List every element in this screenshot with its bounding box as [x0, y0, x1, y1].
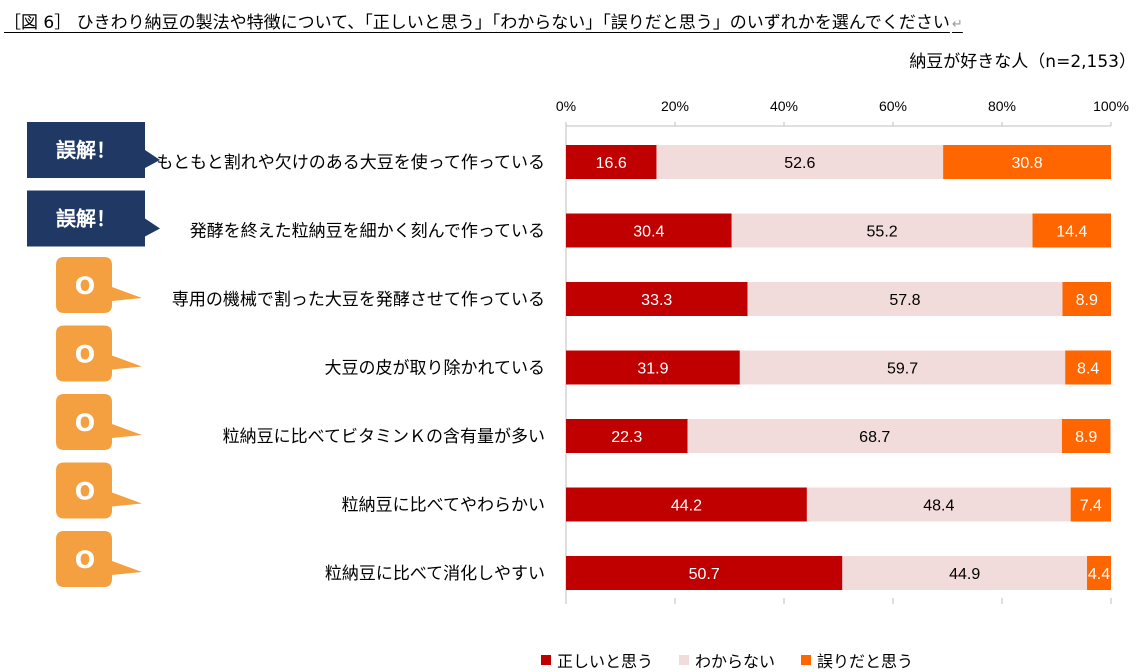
correct-badge-label: O [75, 272, 95, 300]
bar-segment-wrong [1062, 282, 1111, 316]
stacked-bar-chart: 0% 20% 40% 60% 80% 100% もともと割れや欠けのある大豆を使って作ってい… [27, 98, 1129, 604]
data-label: 4.4 [1088, 566, 1110, 583]
legend-label: わからない [695, 652, 776, 671]
bar-segment-unknown [656, 145, 944, 179]
data-label: 8.4 [1077, 361, 1099, 378]
bar-segment-unknown [731, 213, 1033, 248]
data-label: 55.2 [867, 224, 898, 241]
data-label: 52.6 [784, 155, 815, 172]
bar-segment-wrong [1032, 213, 1111, 248]
bar-segment-unknown [806, 487, 1071, 522]
data-label: 8.9 [1076, 292, 1098, 309]
correct-badge-label: O [75, 546, 95, 574]
category-label: 発酵を終えた粒納豆を細かく刻んで作っている [190, 222, 545, 242]
misconception-badge [27, 190, 160, 247]
correct-badge [56, 325, 142, 382]
legend-swatch [541, 655, 551, 665]
bar-segment-correct [566, 213, 732, 248]
bar-segment-correct [566, 145, 657, 179]
chart-title: ［図 6］ ひきわり納豆の製法や特徴について、「正しいと思う」「わからない」「誤… [4, 8, 963, 33]
bar-segment-wrong [1061, 419, 1111, 453]
correct-badge [56, 394, 142, 450]
bar-segment-unknown [842, 556, 1088, 590]
x-tick-label: 60% [879, 98, 907, 114]
correct-badge [56, 257, 142, 313]
legend-item: 誤りだと思う [801, 648, 913, 672]
x-tick-label: 20% [661, 98, 689, 114]
bar-segment-correct [566, 556, 843, 590]
data-label: 16.6 [596, 155, 627, 172]
bar-segment-correct [566, 350, 740, 385]
data-label: 31.9 [637, 361, 668, 378]
correct-badge-label: O [75, 409, 95, 437]
data-label: 59.7 [887, 361, 918, 378]
bar-segment-correct [566, 282, 748, 316]
legend-label: 誤りだと思う [817, 652, 914, 671]
misconception-badge-label: 誤解！ [56, 138, 116, 162]
legend-item: 正しいと思う [541, 648, 653, 672]
chart-title-text: ［図 6］ ひきわり納豆の製法や特徴について、「正しいと思う」「わからない」「誤… [4, 13, 950, 33]
category-label: もともと割れや欠けのある大豆を使って作っている [156, 152, 545, 173]
data-label: 50.7 [689, 566, 720, 583]
bar-segment-wrong [1087, 556, 1111, 590]
data-label: 30.4 [633, 224, 664, 241]
data-label: 30.8 [1011, 155, 1042, 172]
data-label: 7.4 [1080, 498, 1102, 515]
data-label: 8.9 [1075, 429, 1097, 446]
bar-segment-wrong [1065, 350, 1111, 385]
category-label: 粒納豆に比べてやわらかい [342, 496, 545, 516]
x-tick-label: 100% [1093, 98, 1129, 114]
correct-badge-label: O [75, 341, 95, 369]
legend: 正しいと思う わからない 誤りだと思う [541, 648, 913, 672]
return-mark: ↵ [951, 17, 963, 32]
bar-segment-unknown [739, 350, 1066, 385]
category-label: 大豆の皮が取り除かれている [325, 359, 546, 379]
data-label: 48.4 [923, 498, 954, 515]
bar-segment-unknown [687, 419, 1062, 453]
data-label: 14.4 [1056, 224, 1087, 241]
legend-item: わからない [679, 648, 775, 672]
data-label: 44.9 [949, 566, 980, 583]
legend-swatch [679, 655, 690, 665]
correct-badge [56, 531, 142, 587]
x-tick-label: 0% [556, 98, 576, 114]
category-label: 粒納豆に比べて消化しやすい [325, 564, 545, 584]
correct-badge-label: O [75, 478, 95, 506]
data-label: 33.3 [641, 292, 672, 309]
x-tick-label: 40% [770, 98, 798, 114]
category-label: 専用の機械で割った大豆を発酵させて作っている [172, 290, 545, 310]
data-label: 44.2 [671, 498, 702, 515]
category-label: 粒納豆に比べてビタミンＫの含有量が多い [223, 427, 545, 447]
x-tick-label: 80% [988, 98, 1016, 114]
sample-size-label: 納豆が好きな人（n=2,153） [909, 52, 1136, 72]
bar-segment-wrong [1070, 487, 1111, 522]
bar-segment-correct [566, 487, 807, 522]
bar-segment-correct [566, 419, 688, 453]
misconception-badge [27, 122, 160, 178]
legend-label: 正しいと思う [557, 652, 654, 671]
bar-segment-unknown [747, 282, 1063, 316]
legend-swatch [801, 655, 812, 665]
data-label: 68.7 [859, 429, 890, 446]
data-label: 57.8 [889, 292, 920, 309]
misconception-badge-label: 誤解！ [56, 207, 116, 231]
data-label: 22.3 [611, 429, 642, 446]
bar-segment-wrong [943, 145, 1111, 179]
correct-badge [56, 462, 142, 519]
